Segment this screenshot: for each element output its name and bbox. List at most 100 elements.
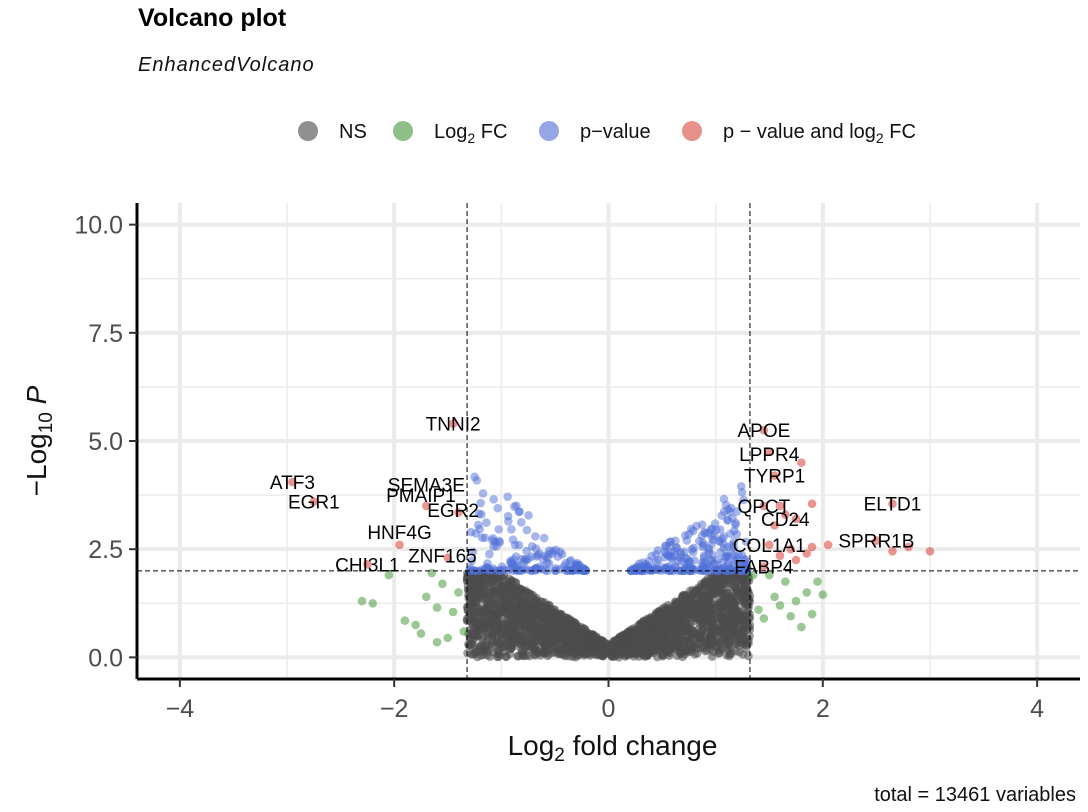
point-label: ATF3 xyxy=(270,473,315,494)
ns-point xyxy=(731,579,740,588)
point-label: SPRR1B xyxy=(838,532,914,553)
pvalue-point xyxy=(535,549,544,558)
pvalue-point xyxy=(485,549,494,559)
ns-point xyxy=(688,591,697,601)
y-axis-title: −Log10 P xyxy=(21,385,57,496)
legend-key-1 xyxy=(393,121,413,141)
pvalue-point xyxy=(508,535,518,544)
pvalue-point xyxy=(475,566,484,576)
ns-point xyxy=(465,589,475,599)
legend-label-2: p−value xyxy=(580,121,651,143)
significant-point xyxy=(888,499,897,509)
pvalue-point xyxy=(698,538,708,547)
y-tick-label: 7.5 xyxy=(88,320,123,348)
point-label: LPPR4 xyxy=(739,445,800,466)
chart-title: Volcano plot xyxy=(138,4,287,32)
pvalue-point xyxy=(512,565,522,575)
ns-point xyxy=(570,631,580,640)
y-tick-label: 5.0 xyxy=(88,428,123,456)
ns-point xyxy=(626,629,636,638)
significant-point xyxy=(764,540,774,550)
log2fc-point xyxy=(454,588,463,597)
log2fc-point xyxy=(770,592,779,602)
ns-point xyxy=(572,623,582,632)
pvalue-point xyxy=(704,545,714,555)
ns-point xyxy=(723,637,733,647)
pvalue-point xyxy=(732,530,742,539)
pvalue-point xyxy=(716,564,726,574)
significant-point xyxy=(395,540,404,550)
pvalue-point xyxy=(689,556,699,565)
ns-point xyxy=(498,633,507,643)
log2fc-point xyxy=(443,633,453,643)
ns-point xyxy=(527,637,536,647)
pvalue-point xyxy=(466,563,475,573)
ns-point xyxy=(652,608,661,617)
ns-point xyxy=(481,618,491,628)
pvalue-point xyxy=(517,518,526,527)
legend-label-3: p − value and log2 FC xyxy=(723,121,916,146)
pvalue-point xyxy=(527,552,536,562)
significant-point xyxy=(775,501,785,511)
log2fc-point xyxy=(368,598,378,608)
significant-point xyxy=(759,501,769,511)
pvalue-point xyxy=(539,533,549,543)
ns-point xyxy=(703,590,712,600)
log2fc-point xyxy=(427,568,436,578)
ns-point xyxy=(636,619,646,628)
ns-point xyxy=(529,644,538,654)
point-label: FABP4 xyxy=(734,557,794,578)
ns-point xyxy=(678,594,687,603)
ns-point xyxy=(687,599,696,608)
ns-point xyxy=(516,585,526,594)
point-label: TNNI2 xyxy=(426,415,481,436)
pvalue-point xyxy=(737,488,747,497)
significant-point xyxy=(770,471,779,480)
significant-point xyxy=(807,499,817,509)
ns-point xyxy=(666,630,676,640)
ns-point xyxy=(740,580,750,590)
point-label: EGR1 xyxy=(288,493,340,514)
ns-point xyxy=(634,633,644,642)
x-axis-title: Log2 fold change xyxy=(508,730,718,766)
ns-point xyxy=(588,630,597,639)
ns-point xyxy=(517,632,526,641)
significant-point xyxy=(288,477,297,487)
ns-point xyxy=(641,631,651,640)
ns-point xyxy=(685,634,695,643)
ns-point xyxy=(705,638,714,648)
ns-point xyxy=(694,583,703,593)
ns-point xyxy=(724,601,734,611)
ns-point xyxy=(472,617,481,627)
pvalue-point xyxy=(468,547,478,557)
cutoff-lines xyxy=(137,203,1080,679)
ns-point xyxy=(490,588,500,597)
pvalue-point xyxy=(731,520,740,530)
pvalue-point xyxy=(475,524,484,534)
ns-point xyxy=(489,609,498,618)
pvalue-point xyxy=(739,495,748,505)
ns-point xyxy=(508,637,518,646)
pvalue-point xyxy=(474,509,484,518)
legend-key-0 xyxy=(298,121,318,141)
ns-point xyxy=(484,641,494,650)
pvalue-point xyxy=(693,565,703,574)
significant-point xyxy=(888,547,897,556)
point-label: EGR2 xyxy=(427,501,479,522)
significant-point xyxy=(770,521,779,530)
ns-point xyxy=(657,632,667,642)
point-label: SEMA3E xyxy=(388,475,465,496)
pvalue-point xyxy=(493,503,503,513)
ns-point xyxy=(614,642,624,651)
pvalue-point xyxy=(561,558,571,568)
pvalue-point xyxy=(681,531,690,540)
pvalue-point xyxy=(476,498,485,508)
x-tick-label: −4 xyxy=(166,695,195,723)
significant-point xyxy=(807,542,817,552)
ns-point xyxy=(664,651,674,660)
x-tick-label: 2 xyxy=(816,695,830,723)
point-label: TYRP1 xyxy=(744,467,805,488)
log2fc-point xyxy=(754,605,763,615)
point-label: PMAIP1 xyxy=(386,486,456,507)
ns-point xyxy=(703,616,713,625)
